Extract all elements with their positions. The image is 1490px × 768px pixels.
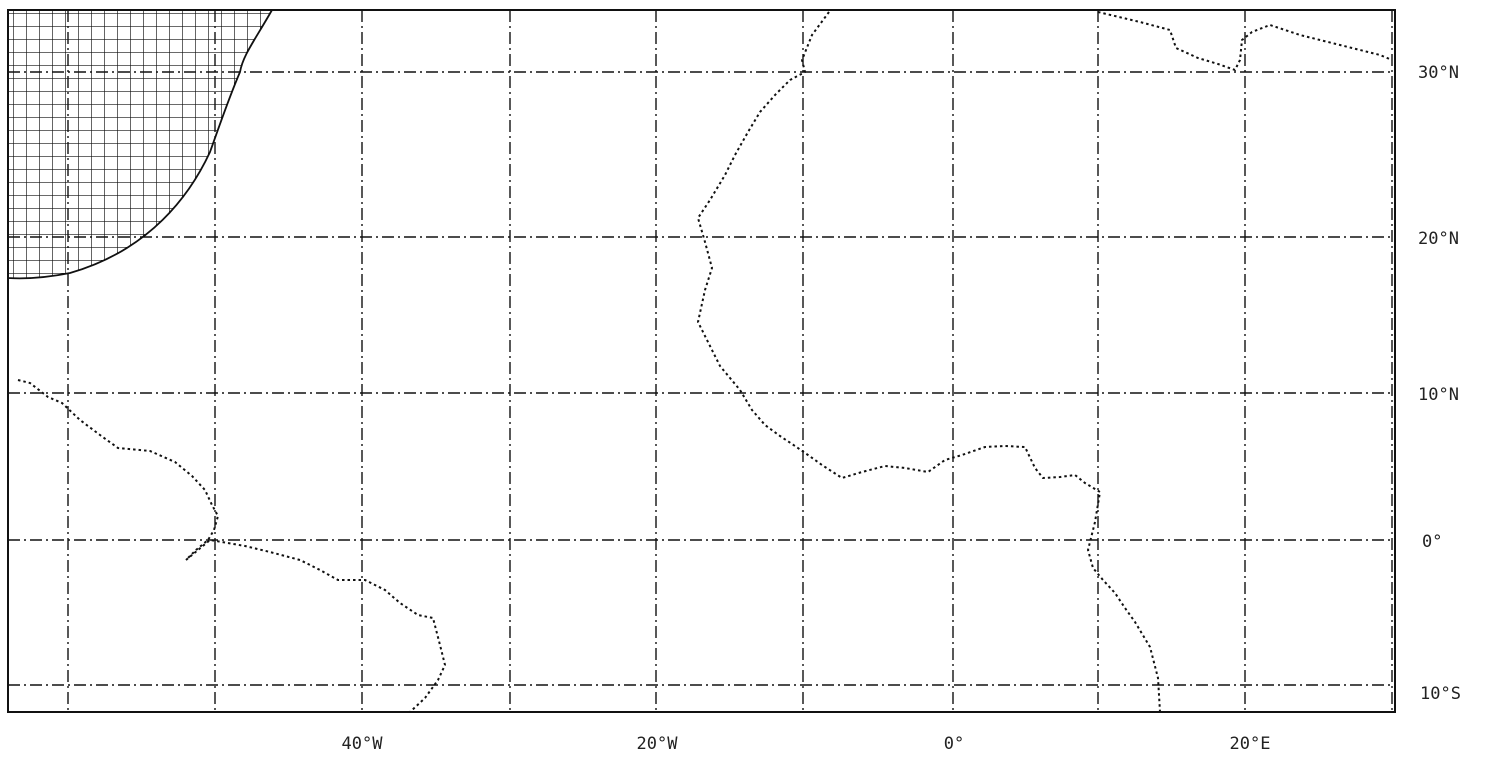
hatched-region: [7, 9, 274, 280]
coastline-south-america: [17, 379, 447, 712]
lat-label-10n: 10°N: [1418, 385, 1459, 405]
lon-label-0: 0°: [944, 734, 964, 754]
map-frame: [7, 9, 1396, 713]
parallel-lines: [8, 71, 1395, 686]
lat-label-30n: 30°N: [1418, 63, 1459, 83]
lat-label-20n: 20°N: [1418, 229, 1459, 249]
lat-label-0: 0°: [1422, 532, 1442, 552]
latitude-labels: 30°N 20°N 10°N 0° 10°S: [1418, 63, 1461, 704]
meridian-lines: [67, 10, 1393, 712]
lon-label-40w: 40°W: [342, 734, 384, 754]
longitude-labels: 40°W 20°W 0° 20°E: [342, 734, 1271, 754]
coastlines: [17, 11, 1393, 712]
lon-label-20e: 20°E: [1230, 734, 1271, 754]
lat-label-10s: 10°S: [1420, 684, 1461, 704]
coastline-north-africa: [1097, 11, 1393, 72]
lon-label-20w: 20°W: [637, 734, 679, 754]
coastline-africa-west: [696, 11, 1161, 712]
